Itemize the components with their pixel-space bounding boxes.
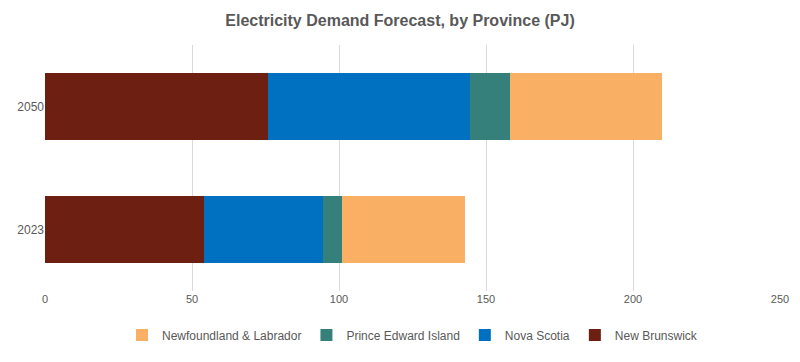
svg-text:2050: 2050 bbox=[17, 100, 44, 114]
svg-text:100: 100 bbox=[330, 293, 348, 305]
svg-text:0: 0 bbox=[42, 293, 48, 305]
svg-text:2023: 2023 bbox=[17, 223, 44, 237]
svg-text:250: 250 bbox=[771, 293, 789, 305]
svg-text:200: 200 bbox=[624, 293, 642, 305]
svg-text:Prince Edward Island: Prince Edward Island bbox=[346, 329, 459, 343]
svg-text:Electricity Demand Forecast, b: Electricity Demand Forecast, by Province… bbox=[225, 12, 574, 29]
svg-text:150: 150 bbox=[477, 293, 495, 305]
svg-text:50: 50 bbox=[186, 293, 198, 305]
svg-text:Nova Scotia: Nova Scotia bbox=[505, 329, 570, 343]
svg-text:New Brunswick: New Brunswick bbox=[615, 329, 698, 343]
svg-text:Newfoundland & Labrador: Newfoundland & Labrador bbox=[162, 329, 301, 343]
